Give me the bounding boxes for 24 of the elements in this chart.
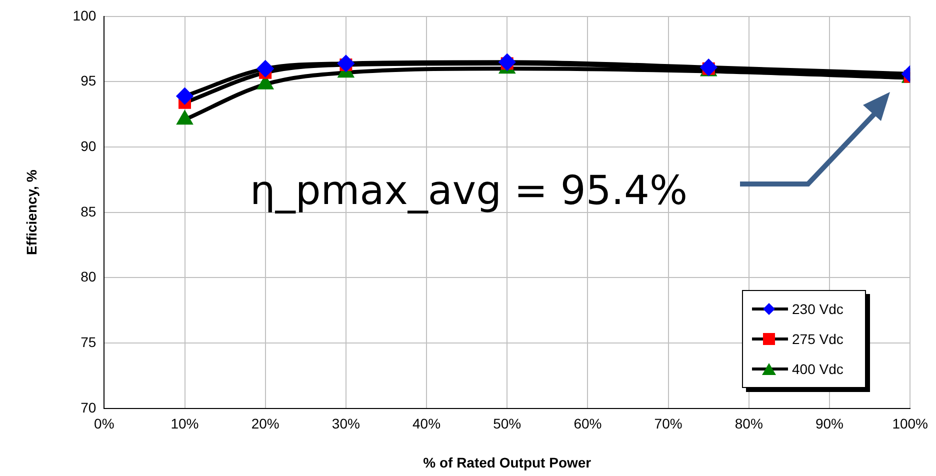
y-tick-label: 100 xyxy=(72,7,96,24)
y-tick-label: 90 xyxy=(80,138,96,154)
x-tick-label: 0% xyxy=(94,416,114,432)
y-tick-label: 95 xyxy=(80,72,96,89)
x-tick-label: 20% xyxy=(251,416,280,432)
annotation: η_pmax_avg = 95.4% xyxy=(250,168,688,214)
y-tick-label: 70 xyxy=(80,399,96,416)
x-axis-title: % of Rated Output Power xyxy=(423,454,592,470)
y-tick-label: 80 xyxy=(80,268,96,285)
x-tick-label: 80% xyxy=(734,416,763,432)
legend-label: 400 Vdc xyxy=(792,361,844,377)
legend-label: 230 Vdc xyxy=(792,301,844,317)
x-tick-label: 100% xyxy=(892,416,928,432)
legend-label: 275 Vdc xyxy=(792,331,844,347)
y-axis-title: Efficiency, % xyxy=(23,169,40,256)
x-tick-label: 60% xyxy=(574,416,602,432)
y-tick-label: 75 xyxy=(80,334,96,350)
x-tick-label: 10% xyxy=(170,416,199,432)
x-tick-label: 90% xyxy=(815,416,844,432)
x-tick-label: 30% xyxy=(332,416,360,432)
x-tick-label: 40% xyxy=(412,416,441,432)
x-tick-label: 50% xyxy=(493,416,522,432)
y-tick-label: 85 xyxy=(80,203,96,220)
x-tick-label: 70% xyxy=(654,416,682,432)
